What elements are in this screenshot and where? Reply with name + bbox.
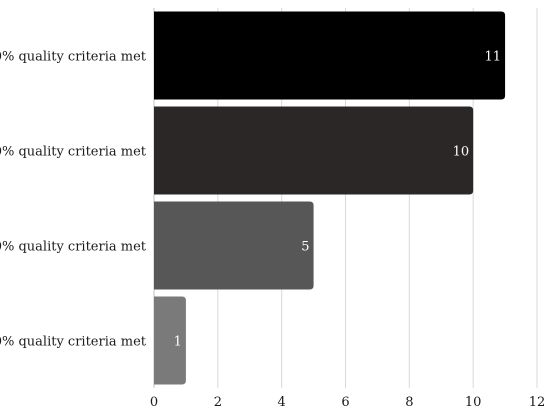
category-labels: 100% quality criteria met 80% quality cri… xyxy=(0,50,147,350)
x-tick-label: 0 xyxy=(150,395,158,410)
bar xyxy=(154,106,474,195)
data-label: 5 xyxy=(301,240,309,255)
x-tick-label: 10 xyxy=(465,395,482,410)
x-tick-label: 4 xyxy=(278,395,286,410)
category-label: 40% quality criteria met xyxy=(0,335,147,350)
x-tick-label: 2 xyxy=(214,395,222,410)
x-axis-ticks: 0 2 4 6 8 10 12 xyxy=(150,395,545,410)
bar xyxy=(154,201,314,290)
bars: 11 10 5 1 xyxy=(154,11,506,385)
bar xyxy=(154,11,506,100)
x-tick-label: 8 xyxy=(405,395,413,410)
category-label: 100% quality criteria met xyxy=(0,50,147,65)
data-label: 11 xyxy=(485,50,502,65)
category-label: 60% quality criteria met xyxy=(0,240,147,255)
x-tick-label: 6 xyxy=(341,395,349,410)
bar xyxy=(154,296,186,385)
x-tick-label: 12 xyxy=(529,395,546,410)
data-label: 1 xyxy=(174,335,182,350)
category-label: 80% quality criteria met xyxy=(0,145,147,160)
data-label: 10 xyxy=(453,145,470,160)
